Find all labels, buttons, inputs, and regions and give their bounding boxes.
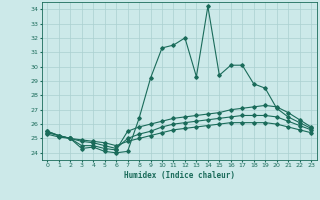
X-axis label: Humidex (Indice chaleur): Humidex (Indice chaleur): [124, 171, 235, 180]
